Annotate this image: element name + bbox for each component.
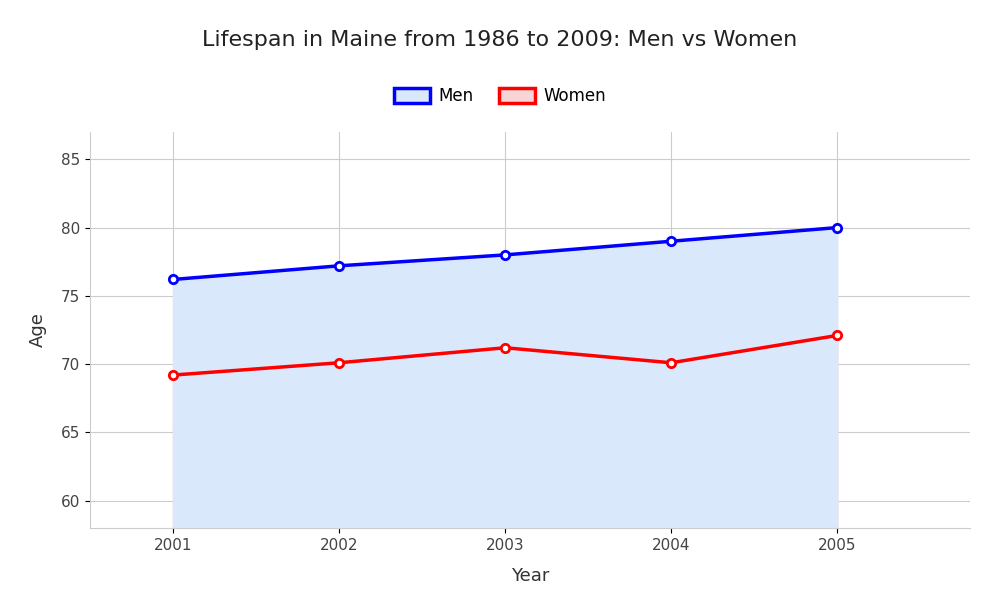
Legend: Men, Women: Men, Women <box>387 80 613 112</box>
Y-axis label: Age: Age <box>29 313 47 347</box>
Text: Lifespan in Maine from 1986 to 2009: Men vs Women: Lifespan in Maine from 1986 to 2009: Men… <box>202 30 798 50</box>
X-axis label: Year: Year <box>511 566 549 584</box>
